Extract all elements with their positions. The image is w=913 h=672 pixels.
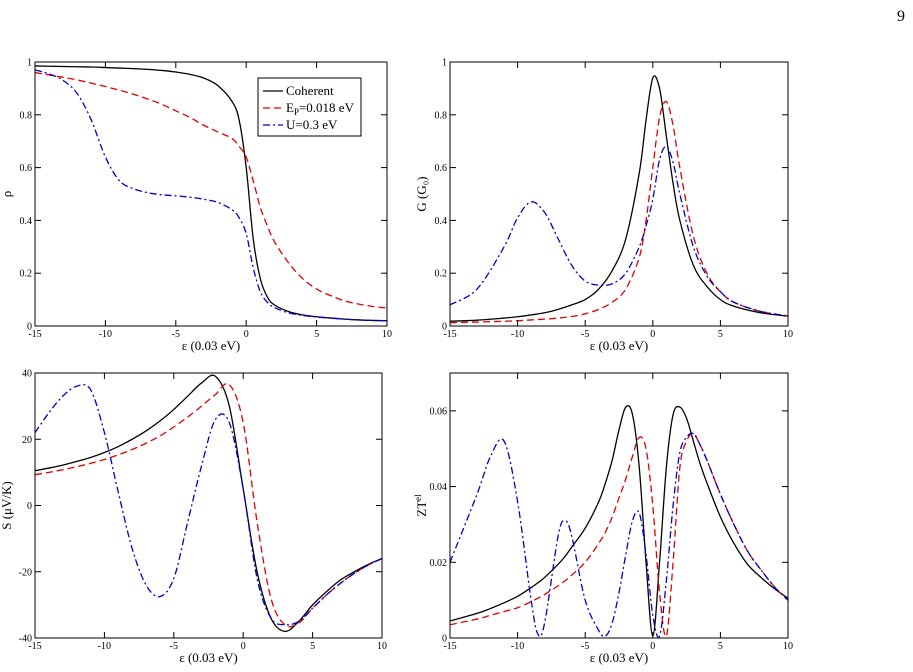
y-tick-label: 0.4 <box>435 216 448 227</box>
series-line-1 <box>450 75 788 322</box>
plot-frame <box>34 372 383 639</box>
x-tick-label: -15 <box>28 641 41 652</box>
y-tick-label: 0.4 <box>20 216 33 227</box>
x-tick-label: 0 <box>241 641 246 652</box>
chart-panel-3: -15 -10 -5 0 5 10 -40 -20 0 20 40 ε (0.03 eV) S (μV/… <box>0 369 387 666</box>
series-line-2 <box>35 71 387 309</box>
x-axis-label: ε (0.03 eV) <box>590 338 649 353</box>
x-tick-label: 5 <box>718 641 723 652</box>
y-tick-label: 0.2 <box>435 269 448 280</box>
x-tick-label: -5 <box>172 329 180 340</box>
legend-label: U=0.3 eV <box>286 117 338 132</box>
x-axis-label: ε (0.03 eV) <box>590 650 649 665</box>
y-tick-label: -20 <box>19 567 32 578</box>
y-axis-label: S (μV/K) <box>0 481 14 530</box>
y-axis-label: ρ <box>0 191 14 198</box>
y-tick-label: 0.6 <box>435 163 448 174</box>
x-tick-label: 0 <box>244 329 249 340</box>
y-tick-label: 1 <box>27 58 32 69</box>
chart-panel-4: -15 -10 -5 0 5 10 0 0.02 0.04 0.06 ε (0.03 eV) ZTel <box>413 372 793 665</box>
y-tick-label: 0.04 <box>430 482 448 493</box>
x-tick-label: -15 <box>443 329 456 340</box>
series-line-2 <box>35 382 382 628</box>
y-tick-label: 0.02 <box>430 558 448 569</box>
series-line-3 <box>450 145 788 317</box>
x-axis-label: ε (0.03 eV) <box>182 338 241 353</box>
y-tick-label: 0.8 <box>20 110 33 121</box>
series-line-1 <box>450 405 788 637</box>
x-tick-label: -10 <box>511 641 524 652</box>
x-tick-label: 10 <box>783 641 793 652</box>
x-tick-label: 5 <box>310 641 315 652</box>
plot-frame <box>34 61 388 327</box>
y-tick-label: 0 <box>27 501 32 512</box>
y-tick-label: 0 <box>442 634 447 645</box>
x-axis-label: ε (0.03 eV) <box>179 650 238 665</box>
series-line-2 <box>450 432 788 638</box>
legend-label: EP=0.018 eV <box>286 100 355 117</box>
x-tick-label: -10 <box>98 641 111 652</box>
x-tick-label: 0 <box>650 329 655 340</box>
x-tick-label: -15 <box>28 329 41 340</box>
x-tick-label: -15 <box>443 641 456 652</box>
x-tick-label: -10 <box>511 329 524 340</box>
y-axis-label: ZTel <box>413 494 429 517</box>
x-tick-label: 10 <box>377 641 387 652</box>
y-tick-label: 0.06 <box>430 406 448 417</box>
x-tick-label: -10 <box>99 329 112 340</box>
x-tick-label: -5 <box>581 641 589 652</box>
y-tick-label: 40 <box>22 369 32 380</box>
x-tick-label: 5 <box>314 329 319 340</box>
y-tick-label: 0 <box>27 322 32 333</box>
series-line-1 <box>35 374 382 633</box>
y-tick-label: 20 <box>22 435 32 446</box>
legend: Coherent EP=0.018 eVU=0.3 eV <box>257 77 362 137</box>
series-line-3 <box>450 432 788 638</box>
x-tick-label: -5 <box>170 641 178 652</box>
x-tick-label: 10 <box>382 329 392 340</box>
legend-box <box>257 77 362 137</box>
page-number: 9 <box>897 8 905 25</box>
chart-panel-2: -15 -10 -5 0 5 10 0 0.2 0.4 0.6 0.8 1 ε (0.03 eV) G (… <box>414 58 793 354</box>
y-tick-label: 1 <box>442 58 447 69</box>
x-tick-label: 0 <box>650 641 655 652</box>
y-axis-label: G (G₀) <box>414 176 429 211</box>
y-tick-label: 0.8 <box>435 110 448 121</box>
series-line-3 <box>35 69 387 322</box>
y-tick-label: 0.6 <box>20 163 33 174</box>
x-tick-label: -5 <box>581 329 589 340</box>
plot-frame <box>449 61 789 327</box>
y-tick-label: 0 <box>442 322 447 333</box>
x-tick-label: 10 <box>783 329 793 340</box>
chart-panel-1: -15 -10 -5 0 5 10 0 0.2 0.4 0.6 0.8 1 ε (0.03 eV) ρ <box>0 58 392 354</box>
plot-frame <box>449 372 789 639</box>
y-tick-label: 0.2 <box>20 269 33 280</box>
legend-label: Coherent <box>286 83 334 98</box>
x-tick-label: 5 <box>718 329 723 340</box>
series-line-2 <box>450 100 788 324</box>
y-tick-label: -40 <box>19 634 32 645</box>
